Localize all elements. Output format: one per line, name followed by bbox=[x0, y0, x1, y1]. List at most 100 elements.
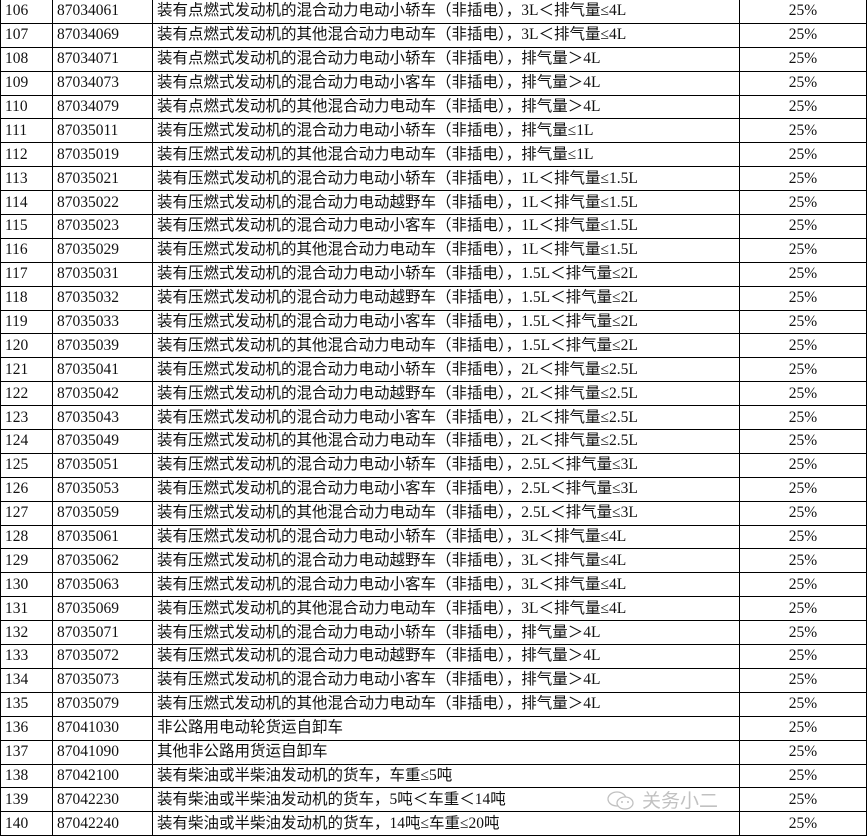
description-cell: 装有压燃式发动机的混合动力电动小轿车（非插电），排气量＞4L bbox=[152, 620, 740, 646]
table-row: 121 87035041 装有压燃式发动机的混合动力电动小轿车（非插电），2L＜排气… bbox=[0, 357, 867, 383]
row-number-cell: 112 bbox=[0, 142, 53, 168]
row-number-cell: 110 bbox=[0, 94, 53, 120]
tariff-rate-cell: 25% bbox=[739, 0, 867, 24]
table-row: 130 87035063 装有压燃式发动机的混合动力电动小客车（非插电），3L＜排气… bbox=[0, 572, 867, 598]
tariff-rate-cell: 25% bbox=[739, 118, 867, 144]
hs-code-cell: 87035043 bbox=[52, 405, 153, 431]
description-cell: 装有压燃式发动机的混合动力电动越野车（非插电），3L＜排气量≤4L bbox=[152, 548, 740, 574]
row-number-cell: 131 bbox=[0, 596, 53, 622]
description-cell: 装有压燃式发动机的混合动力电动小客车（非插电），1L＜排气量≤1.5L bbox=[152, 214, 740, 239]
description-cell: 其他非公路用货运自卸车 bbox=[152, 739, 740, 765]
tariff-rate-cell: 25% bbox=[739, 691, 867, 717]
description-cell: 装有压燃式发动机的混合动力电动小客车（非插电），3L＜排气量≤4L bbox=[152, 572, 740, 598]
description-cell: 装有柴油或半柴油发动机的货车，车重≤5吨 bbox=[152, 763, 740, 789]
row-number-cell: 117 bbox=[0, 261, 53, 287]
tariff-rate-cell: 25% bbox=[739, 429, 867, 454]
row-number-cell: 116 bbox=[0, 237, 53, 263]
tariff-rate-cell: 25% bbox=[739, 500, 867, 526]
watermark: 关务小二 bbox=[606, 790, 718, 812]
description-cell: 装有压燃式发动机的混合动力电动小轿车（非插电），2.5L＜排气量≤3L bbox=[152, 452, 740, 478]
table-row: 108 87034071 装有点燃式发动机的混合动力电动小轿车（非插电），排气量＞4… bbox=[0, 46, 867, 72]
hs-code-cell: 87035063 bbox=[52, 572, 153, 598]
hs-code-cell: 87035062 bbox=[52, 548, 153, 574]
hs-code-cell: 87034073 bbox=[52, 70, 153, 96]
hs-code-cell: 87035022 bbox=[52, 190, 153, 216]
table-row: 132 87035071 装有压燃式发动机的混合动力电动小轿车（非插电），排气量＞4… bbox=[0, 620, 867, 646]
hs-code-cell: 87035053 bbox=[52, 476, 153, 502]
row-number-cell: 139 bbox=[0, 787, 53, 813]
tariff-rate-cell: 25% bbox=[739, 70, 867, 96]
tariff-rate-cell: 25% bbox=[739, 237, 867, 263]
table-row: 139 87042230 装有柴油或半柴油发动机的货车，5吨＜车重＜14吨 25% bbox=[0, 787, 867, 813]
row-number-cell: 106 bbox=[0, 0, 53, 24]
description-cell: 装有压燃式发动机的混合动力电动小客车（非插电），排气量＞4L bbox=[152, 667, 740, 693]
tariff-rate-cell: 25% bbox=[739, 667, 867, 693]
row-number-cell: 113 bbox=[0, 166, 53, 192]
row-number-cell: 109 bbox=[0, 70, 53, 96]
table-row: 136 87041030 非公路用电动轮货运自卸车 25% bbox=[0, 715, 867, 741]
tariff-rate-cell: 25% bbox=[739, 333, 867, 359]
hs-code-cell: 87035023 bbox=[52, 214, 153, 239]
hs-code-cell: 87041030 bbox=[52, 715, 153, 741]
description-cell: 装有压燃式发动机的混合动力电动小客车（非插电），2.5L＜排气量≤3L bbox=[152, 476, 740, 502]
description-cell: 装有点燃式发动机的混合动力电动小轿车（非插电），3L＜排气量≤4L bbox=[152, 0, 740, 24]
tariff-rate-cell: 25% bbox=[739, 285, 867, 311]
table-row: 137 87041090 其他非公路用货运自卸车 25% bbox=[0, 739, 867, 765]
table-row: 110 87034079 装有点燃式发动机的其他混合动力电动车（非插电），排气量＞4… bbox=[0, 94, 867, 120]
row-number-cell: 123 bbox=[0, 405, 53, 431]
hs-code-cell: 87035011 bbox=[52, 118, 153, 144]
table-row: 112 87035019 装有压燃式发动机的其他混合动力电动车（非插电），排气量≤1… bbox=[0, 142, 867, 168]
hs-code-cell: 87035019 bbox=[52, 142, 153, 168]
row-number-cell: 138 bbox=[0, 763, 53, 789]
tariff-rate-cell: 25% bbox=[739, 524, 867, 550]
hs-code-cell: 87035041 bbox=[52, 357, 153, 383]
tariff-rate-cell: 25% bbox=[739, 476, 867, 502]
row-number-cell: 136 bbox=[0, 715, 53, 741]
table-row: 109 87034073 装有点燃式发动机的混合动力电动小客车（非插电），排气量＞4… bbox=[0, 70, 867, 96]
description-cell: 装有点燃式发动机的混合动力电动小客车（非插电），排气量＞4L bbox=[152, 70, 740, 96]
row-number-cell: 111 bbox=[0, 118, 53, 144]
hs-code-cell: 87042100 bbox=[52, 763, 153, 789]
description-cell: 装有点燃式发动机的混合动力电动小轿车（非插电），排气量＞4L bbox=[152, 46, 740, 72]
tariff-rate-cell: 25% bbox=[739, 166, 867, 192]
table-row: 120 87035039 装有压燃式发动机的其他混合动力电动车（非插电），1.5L＜… bbox=[0, 333, 867, 359]
hs-code-cell: 87034069 bbox=[52, 22, 153, 48]
row-number-cell: 124 bbox=[0, 429, 53, 454]
tariff-rate-cell: 25% bbox=[739, 763, 867, 789]
table-row: 123 87035043 装有压燃式发动机的混合动力电动小客车（非插电），2L＜排气… bbox=[0, 405, 867, 431]
table-row: 119 87035033 装有压燃式发动机的混合动力电动小客车（非插电），1.5L＜… bbox=[0, 309, 867, 335]
hs-code-cell: 87035071 bbox=[52, 620, 153, 646]
tariff-rate-cell: 25% bbox=[739, 357, 867, 383]
description-cell: 装有压燃式发动机的混合动力电动小轿车（非插电），1L＜排气量≤1.5L bbox=[152, 166, 740, 192]
tariff-rate-cell: 25% bbox=[739, 142, 867, 168]
description-cell: 装有压燃式发动机的其他混合动力电动车（非插电），1L＜排气量≤1.5L bbox=[152, 237, 740, 263]
tariff-rate-cell: 25% bbox=[739, 309, 867, 335]
hs-code-cell: 87035079 bbox=[52, 691, 153, 717]
description-cell: 装有点燃式发动机的其他混合动力电动车（非插电），排气量＞4L bbox=[152, 94, 740, 120]
table-row: 122 87035042 装有压燃式发动机的混合动力电动越野车（非插电），2L＜排气… bbox=[0, 381, 867, 407]
row-number-cell: 133 bbox=[0, 644, 53, 669]
description-cell: 装有压燃式发动机的其他混合动力电动车（非插电），2L＜排气量≤2.5L bbox=[152, 429, 740, 454]
hs-code-cell: 87042230 bbox=[52, 787, 153, 813]
table-row: 107 87034069 装有点燃式发动机的其他混合动力电动车（非插电），3L＜排气… bbox=[0, 22, 867, 48]
tariff-rate-cell: 25% bbox=[739, 261, 867, 287]
row-number-cell: 140 bbox=[0, 811, 53, 837]
row-number-cell: 134 bbox=[0, 667, 53, 693]
description-cell: 装有压燃式发动机的混合动力电动小轿车（非插电），2L＜排气量≤2.5L bbox=[152, 357, 740, 383]
tariff-rate-cell: 25% bbox=[739, 644, 867, 669]
table-row: 138 87042100 装有柴油或半柴油发动机的货车，车重≤5吨 25% bbox=[0, 763, 867, 789]
row-number-cell: 115 bbox=[0, 214, 53, 239]
table-row: 106 87034061 装有点燃式发动机的混合动力电动小轿车（非插电），3L＜排气… bbox=[0, 0, 867, 24]
description-cell: 装有压燃式发动机的混合动力电动越野车（非插电），排气量＞4L bbox=[152, 644, 740, 669]
description-cell: 装有压燃式发动机的混合动力电动小客车（非插电），1.5L＜排气量≤2L bbox=[152, 309, 740, 335]
table-row: 125 87035051 装有压燃式发动机的混合动力电动小轿车（非插电），2.5L＜… bbox=[0, 452, 867, 478]
table-row: 118 87035032 装有压燃式发动机的混合动力电动越野车（非插电），1.5L＜… bbox=[0, 285, 867, 311]
row-number-cell: 120 bbox=[0, 333, 53, 359]
tariff-rate-cell: 25% bbox=[739, 381, 867, 407]
wechat-icon bbox=[607, 791, 634, 810]
row-number-cell: 125 bbox=[0, 452, 53, 478]
hs-code-cell: 87034071 bbox=[52, 46, 153, 72]
row-number-cell: 127 bbox=[0, 500, 53, 526]
row-number-cell: 126 bbox=[0, 476, 53, 502]
hs-code-cell: 87034079 bbox=[52, 94, 153, 120]
